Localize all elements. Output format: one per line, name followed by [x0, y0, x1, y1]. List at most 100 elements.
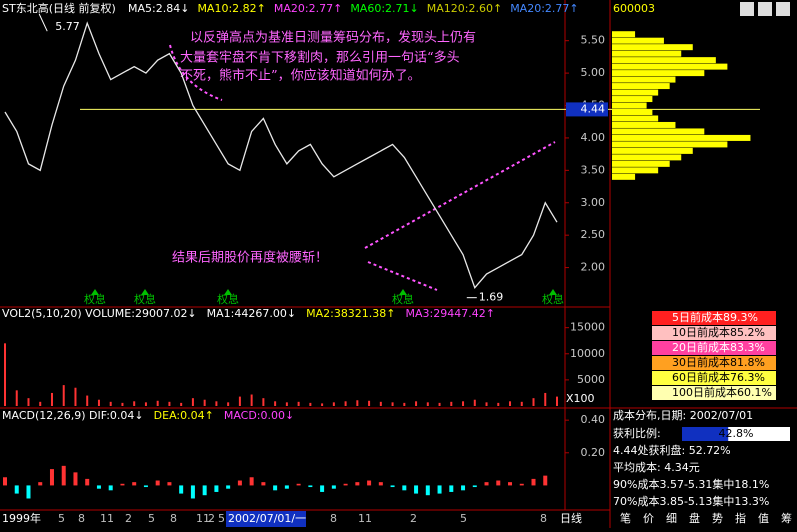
toolbar-button[interactable]: 筹	[781, 511, 792, 525]
dividend-marker[interactable]	[549, 289, 557, 295]
macd-bar	[284, 485, 289, 489]
toolbar-button[interactable]: 势	[712, 512, 723, 525]
time-label: 2	[410, 512, 417, 525]
volume-bar	[39, 401, 42, 406]
volume-bar	[544, 392, 547, 406]
chip-bar	[612, 115, 659, 122]
ma-label: MA120:2.60↑	[427, 2, 502, 15]
volume-bar	[203, 399, 206, 406]
volume-bar	[27, 398, 30, 406]
volume-bar	[450, 401, 453, 406]
macd-bar	[249, 477, 254, 486]
volume-bar	[391, 402, 394, 406]
chip-bar	[612, 44, 693, 51]
y-tick-label: 10000	[570, 347, 605, 360]
dividend-marker[interactable]	[141, 289, 149, 295]
cost-row[interactable]: 30日前成本81.8%	[672, 355, 765, 369]
macd-bar	[519, 483, 524, 486]
volume-bar	[238, 396, 241, 406]
volume-bar	[368, 400, 371, 406]
macd-bar	[155, 480, 160, 486]
y-tick-label: 0.40	[581, 413, 606, 426]
macd-bar	[85, 478, 90, 486]
macd-bar	[355, 482, 360, 486]
chip-bar	[612, 57, 716, 64]
volume-bar	[262, 398, 265, 406]
macd-bar	[508, 482, 513, 486]
macd-bar	[143, 485, 148, 488]
time-label: 11	[100, 512, 114, 525]
macd-bar	[49, 469, 54, 486]
low-label: 1.69	[479, 291, 504, 304]
volume-bar	[462, 401, 465, 406]
icon[interactable]	[758, 2, 772, 16]
icon[interactable]	[740, 2, 754, 16]
cost-row[interactable]: 100日前成本60.1%	[672, 385, 772, 399]
toolbar-button[interactable]: 指	[735, 511, 746, 525]
volume-bar	[156, 400, 159, 406]
cost-row[interactable]: 5日前成本89.3%	[672, 310, 758, 324]
chip-bar	[612, 134, 751, 141]
chip-bar	[612, 83, 670, 90]
price-line	[4, 21, 558, 289]
macd-bar	[449, 485, 454, 492]
dividend-marker[interactable]	[399, 289, 407, 295]
volume-bar	[344, 401, 347, 406]
macd-bar	[308, 485, 313, 488]
chip-bar	[612, 76, 676, 83]
cost-row[interactable]: 10日前成本85.2%	[672, 325, 765, 339]
ma-label: MA20:2.77↑	[510, 2, 578, 15]
time-label: 2002/07/01/一	[228, 512, 306, 525]
macd-title: MACD(12,26,9) DIF:0.04↓	[2, 409, 144, 422]
macd-bar	[14, 485, 19, 494]
annotation-arrows	[169, 44, 556, 291]
volume-bar	[438, 402, 441, 406]
macd-bar	[38, 482, 43, 486]
toolbar-button[interactable]: 笔	[620, 511, 631, 525]
dividend-marker[interactable]	[224, 289, 232, 295]
volume-bar	[4, 343, 6, 406]
ref-label-bg	[566, 102, 608, 117]
y-tick-label: 2.00	[581, 261, 606, 274]
macd-bar	[73, 472, 78, 486]
time-label: 8	[540, 512, 547, 525]
volume-bar	[309, 402, 312, 406]
toolbar-button[interactable]: 盘	[689, 511, 700, 525]
toolbar-button[interactable]: 细	[666, 512, 677, 525]
time-label: 5	[218, 512, 225, 525]
chip-bar	[612, 121, 676, 128]
indicator-label: MA1:44267.00↓	[207, 307, 296, 320]
security-code: 600003	[613, 2, 655, 15]
macd-bar	[261, 482, 266, 486]
icon[interactable]	[776, 2, 790, 16]
volume-bar	[321, 403, 324, 406]
chip-bar	[612, 141, 728, 148]
toolbar-button[interactable]: 值	[758, 512, 769, 525]
time-label: 5	[148, 512, 155, 525]
volume-bar	[473, 399, 476, 406]
time-label: 1999年	[2, 511, 41, 525]
volume-bar	[191, 398, 194, 406]
volume-bar	[497, 402, 500, 406]
chip-bar	[612, 160, 670, 167]
cost-row[interactable]: 20日前成本83.3%	[672, 340, 765, 354]
cost-info: 平均成本: 4.34元	[613, 460, 700, 474]
volume-bar	[485, 402, 488, 406]
dividend-marker[interactable]	[91, 289, 99, 295]
macd-bar	[378, 482, 383, 486]
toolbar-button[interactable]: 价	[643, 512, 654, 525]
volume-bar	[121, 402, 124, 406]
cost-row[interactable]: 60日前成本76.3%	[672, 370, 765, 384]
macd-bar	[202, 485, 207, 496]
volume-bar	[556, 396, 558, 406]
cost-row-bg	[652, 371, 776, 385]
dividend-label: 权息	[542, 292, 564, 306]
ma-label: MA60:2.71↓	[350, 2, 418, 15]
dividend-label: 权息	[392, 292, 414, 306]
chip-bar	[612, 173, 636, 180]
ma-label: MA5:2.84↓	[128, 2, 189, 15]
chip-bar	[612, 50, 682, 57]
volume-bar	[520, 401, 523, 406]
volume-bar	[180, 402, 183, 406]
